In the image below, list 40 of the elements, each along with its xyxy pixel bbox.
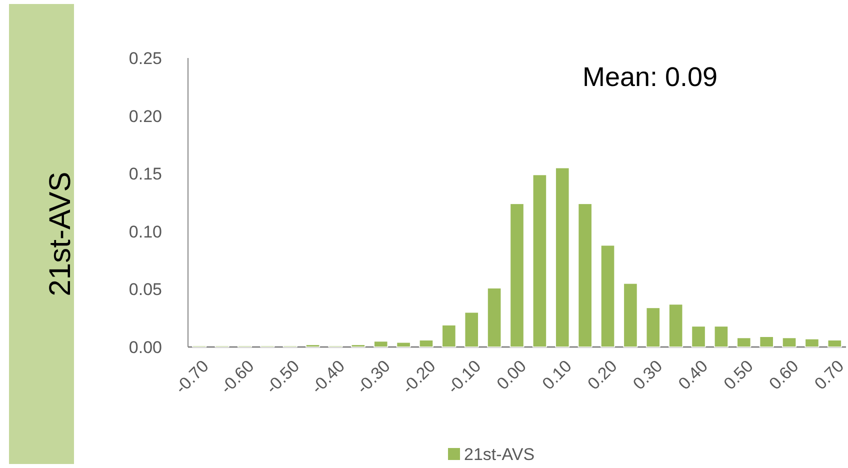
bar xyxy=(646,307,660,348)
bar xyxy=(374,340,388,348)
bar xyxy=(419,340,434,348)
bar xyxy=(623,283,638,348)
bar xyxy=(442,324,456,348)
bar xyxy=(396,342,411,348)
bar xyxy=(350,344,366,348)
y-tick-label: 0.15 xyxy=(128,164,162,184)
bar xyxy=(306,344,320,348)
bar xyxy=(464,312,479,348)
bar xyxy=(510,203,524,348)
bar xyxy=(691,326,706,348)
bar xyxy=(759,336,774,348)
x-tick-label: 0.20 xyxy=(584,356,621,394)
x-tick-label: 0.10 xyxy=(538,356,576,394)
y-tick-label: 0.25 xyxy=(128,48,162,68)
bar xyxy=(736,337,752,348)
x-tick-label: 0.70 xyxy=(810,356,848,394)
y-tick-label: 0.00 xyxy=(128,338,162,357)
x-tick-label: 0.50 xyxy=(720,356,757,394)
y-tick-label: 0.05 xyxy=(128,280,162,300)
x-tick-label: 0.60 xyxy=(765,356,802,394)
x-tick-label: 0.30 xyxy=(629,356,666,394)
bar xyxy=(714,326,728,348)
y-tick-label: 0.10 xyxy=(128,222,162,242)
bar xyxy=(804,338,820,348)
x-tick-label: 0.00 xyxy=(493,356,530,394)
y-axis-title: 21st-AVS xyxy=(44,172,77,296)
bar xyxy=(782,337,796,348)
y-tick-label: 0.20 xyxy=(128,106,162,126)
bar xyxy=(668,304,684,348)
x-tick-label: 0.40 xyxy=(674,356,712,394)
bar xyxy=(827,340,842,348)
legend-label: 21st-AVS xyxy=(464,444,535,464)
annotation: Mean: 0.09 xyxy=(582,62,718,92)
bar xyxy=(532,174,547,348)
bar xyxy=(555,167,570,348)
bar xyxy=(487,288,502,348)
bar xyxy=(578,203,592,348)
bar xyxy=(600,244,615,348)
